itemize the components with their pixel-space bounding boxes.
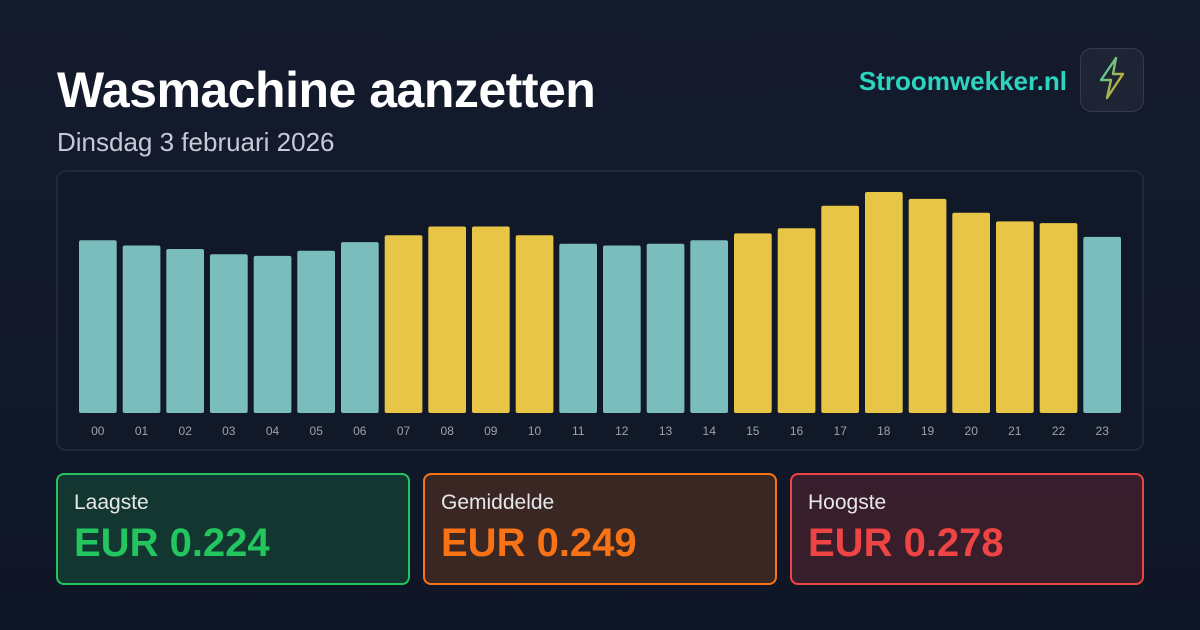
brand-logo[interactable] [1080, 48, 1144, 112]
x-tick-label: 08 [441, 424, 455, 438]
bar-hour-13 [646, 243, 685, 413]
bar-hour-05 [297, 250, 335, 413]
stat-card-highest: Hoogste EUR 0.278 [790, 473, 1144, 585]
stat-value-average: EUR 0.249 [441, 521, 637, 565]
x-tick-label: 05 [310, 424, 324, 438]
x-tick-label: 13 [659, 424, 673, 438]
stat-label-highest: Hoogste [808, 491, 887, 514]
x-tick-label: 15 [746, 424, 760, 438]
bar-hour-23 [1083, 236, 1121, 413]
bar-hour-09 [472, 226, 510, 413]
page-date: Dinsdag 3 februari 2026 [57, 127, 335, 157]
x-tick-label: 17 [834, 424, 848, 438]
bar-hour-16 [777, 228, 816, 413]
page-title: Wasmachine aanzetten [57, 62, 596, 118]
x-tick-label: 11 [572, 424, 585, 438]
x-tick-label: 01 [135, 424, 149, 438]
bar-hour-08 [428, 226, 466, 413]
x-tick-label: 20 [965, 424, 979, 438]
x-tick-label: 23 [1096, 424, 1110, 438]
x-tick-label: 19 [921, 424, 935, 438]
stat-value-lowest: EUR 0.224 [74, 521, 270, 565]
stat-card-lowest: Laagste EUR 0.224 [56, 473, 410, 585]
stat-label-average: Gemiddelde [441, 491, 555, 514]
bar-hour-14 [690, 240, 728, 413]
bar-hour-10 [515, 235, 554, 413]
bar-hour-17 [821, 205, 859, 413]
price-chart: 00 01 02 03 04 05 06 07 08 09 10 11 12 13 14 15 16 17 18 19… [56, 170, 1144, 451]
bar-hour-02 [166, 249, 204, 413]
bar-hour-01 [122, 245, 161, 413]
bar-hour-15 [734, 233, 772, 413]
bar-hour-00 [79, 240, 117, 413]
bar-hour-18 [865, 192, 903, 413]
stat-label-lowest: Laagste [74, 491, 149, 514]
x-tick-label: 03 [222, 424, 236, 438]
x-tick-label: 12 [615, 424, 629, 438]
x-tick-label: 06 [353, 424, 367, 438]
price-chart-svg: 00 01 02 03 04 05 06 07 08 09 10 11 12 13 14 15 16 17 18 19… [79, 192, 1121, 438]
x-tick-label: 00 [91, 424, 105, 438]
x-tick-label: 16 [790, 424, 804, 438]
bar-hour-11 [559, 243, 597, 413]
x-tick-label: 09 [484, 424, 498, 438]
x-tick-label: 04 [266, 424, 280, 438]
bar-hour-21 [996, 221, 1034, 413]
stat-value-highest: EUR 0.278 [808, 521, 1004, 565]
stat-card-average: Gemiddelde EUR 0.249 [423, 473, 777, 585]
x-tick-label: 22 [1052, 424, 1066, 438]
bar-hour-12 [603, 245, 641, 413]
bar-hour-07 [384, 235, 423, 413]
brand-name[interactable]: Stroomwekker.nl [858, 66, 1067, 96]
x-tick-label: 21 [1008, 424, 1022, 438]
x-tick-label: 10 [528, 424, 542, 438]
bar-hour-06 [341, 242, 379, 413]
bar-hour-03 [210, 254, 248, 413]
x-tick-label: 18 [877, 424, 891, 438]
lightning-bolt-icon [1095, 56, 1129, 105]
bar-hour-04 [253, 255, 292, 413]
bar-hour-22 [1039, 223, 1078, 413]
x-tick-label: 14 [703, 424, 717, 438]
x-tick-label: 02 [179, 424, 193, 438]
x-tick-label: 07 [397, 424, 411, 438]
bar-hour-20 [952, 212, 990, 413]
bar-hour-19 [908, 198, 947, 413]
